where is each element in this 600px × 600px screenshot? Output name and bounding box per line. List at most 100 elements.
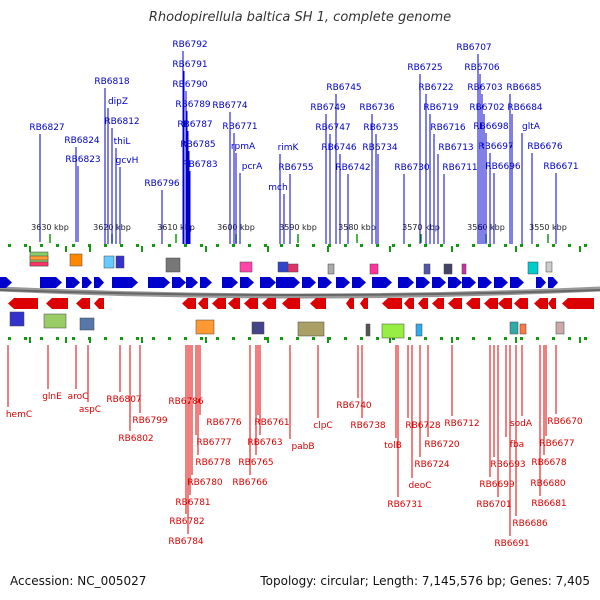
ruler-dot <box>344 337 347 340</box>
bottom-gene-label: RB6763 <box>247 438 282 448</box>
top-gene-label: RB6722 <box>418 83 453 93</box>
ruler-dot <box>120 337 123 340</box>
bottom-gene-label: RB6691 <box>494 539 529 549</box>
bottom-gene-label: RB6701 <box>476 500 511 510</box>
reverse-gene <box>198 298 208 309</box>
top-gene-label: RB6747 <box>315 123 350 133</box>
feature-block <box>545 261 553 273</box>
ruler-dot <box>440 244 443 247</box>
bottom-gene-label: RB6802 <box>118 434 153 444</box>
top-gene-label: RB6742 <box>335 163 370 173</box>
feature-block <box>239 261 253 273</box>
top-gene-label: RB6697 <box>478 142 513 152</box>
top-gene-label: RB6755 <box>278 163 313 173</box>
ruler-dot <box>536 337 539 340</box>
forward-gene <box>302 277 316 288</box>
forward-gene <box>398 277 414 288</box>
top-gene-label: pcrA <box>242 162 263 172</box>
ruler-dot <box>104 337 107 340</box>
reverse-gene <box>548 298 556 309</box>
reverse-gene <box>46 298 68 309</box>
ruler-dot <box>232 244 235 247</box>
top-gene-label: RB6706 <box>464 63 500 73</box>
forward-gene <box>82 277 92 288</box>
top-gene-label: RB6792 <box>172 40 207 50</box>
bottom-gene-label: RB6680 <box>530 479 566 489</box>
ruler-dot <box>472 337 475 340</box>
top-gene-label: RB6823 <box>65 155 100 165</box>
reverse-gene <box>262 298 276 309</box>
ruler-dot <box>552 337 555 340</box>
top-gene-label: RB6713 <box>438 143 473 153</box>
reverse-gene <box>228 298 240 309</box>
top-gene-label: RB6696 <box>485 162 521 172</box>
feature-block <box>509 321 519 335</box>
bottom-gene-label: clpC <box>313 421 332 431</box>
feature-block <box>79 317 95 331</box>
top-gene-label: RB6671 <box>543 162 578 172</box>
bottom-gene-label: RB6670 <box>547 417 583 427</box>
ruler-dot <box>456 337 459 340</box>
forward-gene <box>548 277 558 288</box>
bottom-gene-label: RB6799 <box>132 416 168 426</box>
forward-gene <box>478 277 492 288</box>
feature-block <box>327 263 335 275</box>
reverse-gene <box>346 298 354 309</box>
forward-gene <box>240 277 254 288</box>
forward-gene <box>66 277 80 288</box>
feature-block <box>365 323 371 337</box>
reverse-gene <box>534 298 548 309</box>
top-gene-label: RB6824 <box>64 136 100 146</box>
forward-gene <box>432 277 446 288</box>
forward-gene <box>318 277 332 288</box>
feature-block <box>195 319 215 335</box>
bottom-gene-label: RB6699 <box>479 480 515 490</box>
ruler-dot <box>136 244 139 247</box>
forward-gene <box>0 277 12 288</box>
scale-label: 3630 kbp <box>31 223 69 232</box>
bottom-gene-label: RB6782 <box>169 517 204 527</box>
ruler-dot <box>248 337 251 340</box>
forward-gene <box>200 277 212 288</box>
top-gene-label: RB6719 <box>423 103 459 113</box>
top-gene-label: RB6796 <box>144 179 180 189</box>
reverse-gene <box>382 298 402 309</box>
forward-gene <box>40 277 62 288</box>
forward-gene <box>352 277 366 288</box>
feature-block <box>443 263 453 275</box>
bottom-gene-label: tolB <box>384 441 402 451</box>
top-gene-label: RB6698 <box>473 122 509 132</box>
ruler-dot <box>456 244 459 247</box>
top-gene-label: RB6749 <box>310 103 346 113</box>
ruler-dot <box>440 337 443 340</box>
reverse-gene <box>212 298 226 309</box>
bottom-gene-label: sodA <box>510 419 533 429</box>
bottom-gene-label: RB6765 <box>238 458 273 468</box>
ruler-dot <box>376 244 379 247</box>
ruler-dot <box>360 244 363 247</box>
ruler-dot <box>424 337 427 340</box>
feature-block <box>423 263 431 275</box>
bottom-gene-label: RB6807 <box>106 395 141 405</box>
ruler-dot <box>504 244 507 247</box>
reverse-gene <box>562 298 594 309</box>
ruler-dot <box>280 244 283 247</box>
ruler-dot <box>328 337 331 340</box>
ruler-dot <box>552 244 555 247</box>
forward-gene <box>186 277 198 288</box>
ruler-dot <box>40 244 43 247</box>
ruler-dot <box>8 244 11 247</box>
top-gene-label: RB6746 <box>321 143 357 153</box>
accession-text: Accession: NC_005027 <box>10 574 147 588</box>
top-gene-label: thiL <box>114 137 131 147</box>
top-gene-label: rimK <box>278 143 300 153</box>
ruler-dot <box>24 337 27 340</box>
ruler-dot <box>8 337 11 340</box>
ruler-dot <box>472 244 475 247</box>
top-gene-label: RB6787 <box>177 120 212 130</box>
map-title: Rhodopirellula baltica SH 1, complete ge… <box>148 10 452 25</box>
top-gene-label: RB6774 <box>212 101 248 111</box>
top-gene-label: RB6702 <box>469 103 504 113</box>
